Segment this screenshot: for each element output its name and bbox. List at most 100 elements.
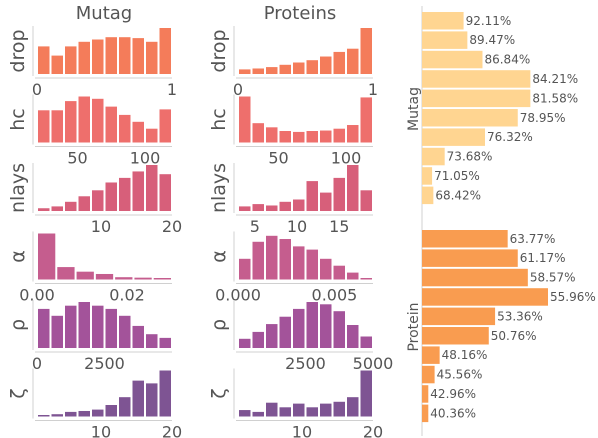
hist-bar [239,69,251,74]
summary-bar [422,128,485,146]
hist-bar [252,241,264,280]
hist-bar [92,39,104,74]
hist-bar [266,127,278,143]
summary-bar-label: 45.56% [437,368,483,382]
summary-bar-label: 58.57% [530,271,576,285]
summary-bar-label: 48.16% [442,348,488,362]
hist-bar [333,265,345,280]
hist-bar [293,62,305,74]
hist-bar [360,336,372,348]
summary-bar-label: 53.36% [497,309,543,323]
hist-bar [306,249,318,280]
summary-bar-label: 61.17% [520,251,566,265]
summary-bar [422,385,429,403]
summary-bar [422,307,496,326]
hist-bar [65,305,77,348]
hist-bar [266,205,278,211]
summary-bar [422,89,531,108]
hist-bar [134,277,152,280]
hist-bar [252,68,264,74]
hist-bar [293,199,305,211]
summary-bar [422,230,508,248]
hist-bar [105,182,117,211]
hist-bar [347,125,359,143]
summary-bar [422,249,518,267]
hist-bar [159,174,171,211]
hist-bar [320,130,332,143]
row-label: drop [7,29,29,72]
summary-bar-label: 71.05% [434,169,480,183]
summary-bar [422,147,445,166]
panel-3-0: α 0.00 0.02 [7,231,172,305]
hist-bar [38,308,50,348]
row-label: α [7,250,29,263]
hist-bar [105,106,117,143]
hist-bar [320,403,332,417]
hist-bar [119,397,131,417]
hist-bar [65,46,77,74]
row-label: ζ [7,388,29,398]
panel-5-1: ζ 10 20 [208,368,383,438]
tick-label: 0.000 [215,286,261,305]
summary-bar [422,404,429,423]
summary-bar-label: 84.21% [532,72,578,86]
hist-bar [132,121,144,143]
hist-bar [333,128,345,143]
hist-bar [146,383,158,417]
panel-2-1: nlays 5 10 15 [208,163,373,236]
row-label: hc [208,108,230,131]
hist-bar [279,64,291,74]
hist-bar [347,48,359,74]
row-label: drop [208,29,230,72]
summary-bar-label: 73.68% [447,150,493,164]
summary-bar [422,70,531,88]
hist-bar [132,325,144,348]
hist-bar [57,267,75,280]
summary-bar-label: 76.32% [487,130,533,144]
hist-bar [78,96,90,143]
hist-bar [252,204,264,211]
panel-2-0: nlays 10 20 [7,163,182,236]
row-label: nlays [208,163,230,213]
hist-bar [159,370,171,417]
hist-bar [38,46,50,74]
column-title-1: Proteins [264,3,336,24]
hist-bar [92,409,104,417]
tick-label: 0 [32,80,42,99]
hist-bar [279,316,291,348]
hist-bar [65,201,77,211]
tick-label: 100 [130,149,161,168]
hist-bar [279,239,291,280]
hist-bar [51,315,63,348]
hist-bar [119,315,131,348]
tick-label: 10 [91,423,111,438]
row-label: ζ [208,388,230,398]
hist-bar [92,98,104,143]
hist-bar [119,177,131,211]
hist-bar [105,308,117,348]
hist-bar [306,302,318,348]
tick-label: 1 [368,80,378,99]
hist-bar [239,258,251,280]
summary-group-mutag: 92.11% 89.47% 86.84%84.21% 81.58% 78.95% 76.3… [406,12,578,205]
hist-bar [320,192,332,211]
hist-bar [92,190,104,211]
tick-label: 10 [287,217,307,236]
hist-bar [347,325,359,348]
tick-label: 0 [233,80,243,99]
hist-bar [146,41,158,74]
tick-label: 10 [292,423,312,438]
hist-bar [119,37,131,74]
hist-bar [239,96,251,143]
summary-bar-label: 63.77% [510,232,556,246]
hist-bar [266,324,278,348]
panel-4-0: ρ 0 2500 [7,300,172,373]
accuracy-summary-chart: 92.11% 89.47% 86.84%84.21% 81.58% 78.95% 76.3… [406,6,596,436]
hist-bar [132,380,144,417]
summary-bar [422,346,440,364]
hist-bar [159,109,171,143]
hist-bar [119,114,131,143]
summary-bar-label: 42.96% [430,387,476,401]
